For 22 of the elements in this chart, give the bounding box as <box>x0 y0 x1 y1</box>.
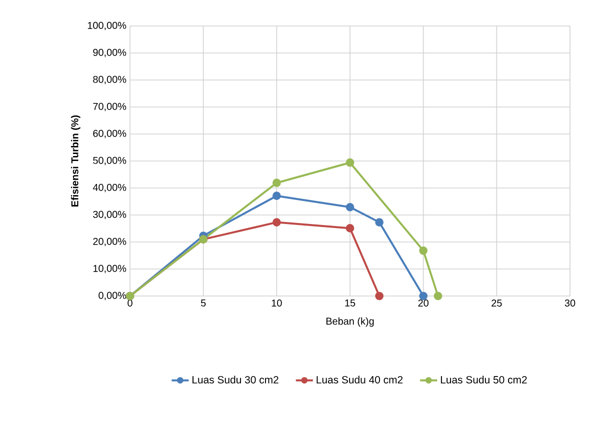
y-axis-title: Efisiensi Turbin (%) <box>71 115 80 206</box>
x-tick-label: 20 <box>418 300 428 307</box>
x-tick-label: 25 <box>492 300 502 307</box>
y-tick-label: 50,00% <box>93 156 126 166</box>
legend-label: Luas Sudu 50 cm2 <box>440 376 527 384</box>
x-tick-label: 10 <box>272 300 282 307</box>
y-tick-label: 30,00% <box>93 210 126 220</box>
y-tick-label: 10,00% <box>93 264 126 274</box>
y-tick-label: 20,00% <box>93 238 126 246</box>
y-tick-label: 70,00% <box>93 102 126 112</box>
x-tick-label: 15 <box>345 300 356 306</box>
x-tick-label: 30 <box>564 300 576 307</box>
legend-label: Luas Sudu 40 cm2 <box>316 376 403 384</box>
y-tick-label: 60,00% <box>93 130 126 138</box>
x-axis-title: Beban (k)g <box>326 317 374 327</box>
y-tick-label: 90,00% <box>93 48 126 58</box>
y-tick-label: 0,00% <box>98 292 126 300</box>
legend-label: Luas Sudu 30 cm2 <box>192 376 278 384</box>
y-tick-label: 100,00% <box>88 22 126 30</box>
y-tick-label: 80,00% <box>93 76 126 84</box>
x-tick-label: 5 <box>200 300 206 306</box>
y-tick-label: 40,00% <box>92 184 126 192</box>
